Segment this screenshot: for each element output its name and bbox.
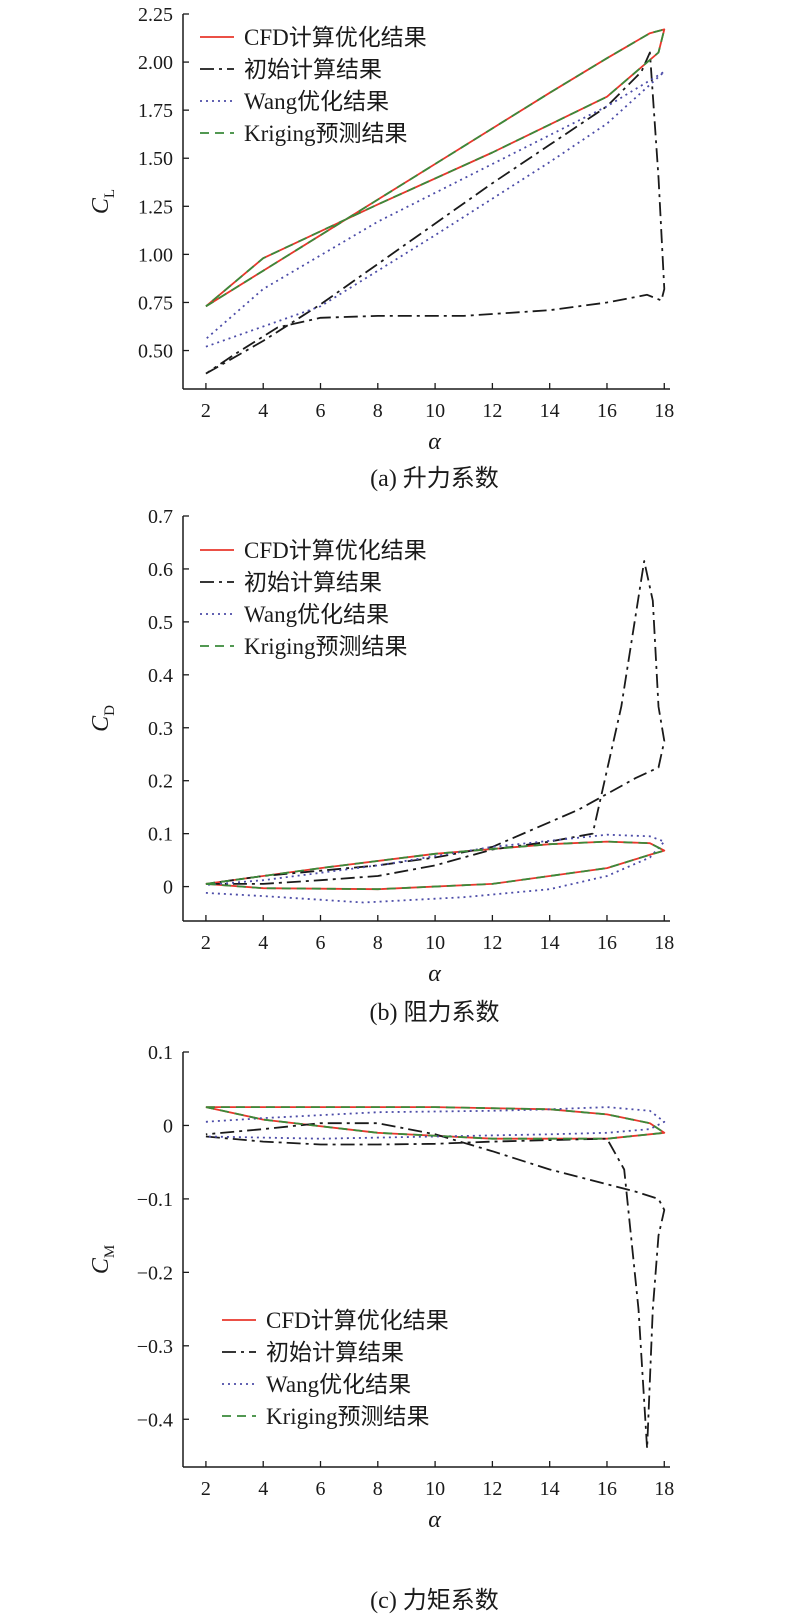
y-tick-label: 0 <box>163 1115 173 1137</box>
x-tick-label: 6 <box>316 1478 326 1500</box>
y-tick-label: −0.4 <box>137 1409 173 1431</box>
legend-entry: 初始计算结果 <box>244 570 382 595</box>
series-line-1 <box>205 1122 666 1450</box>
x-tick-label: 12 <box>482 400 502 422</box>
y-tick-label: 2.25 <box>138 4 173 26</box>
x-tick-label: 18 <box>654 932 674 954</box>
x-tick-label: 4 <box>258 932 268 954</box>
x-tick-label: 18 <box>654 1478 674 1500</box>
series-line-3 <box>205 1106 666 1140</box>
y-axis-label-subscript: D <box>102 705 118 716</box>
y-tick-label: 1.25 <box>138 196 173 218</box>
x-tick-label: 8 <box>373 400 383 422</box>
legend-entry: Kriging预测结果 <box>244 634 408 659</box>
panel-caption: (c) 力矩系数 <box>370 1587 499 1614</box>
y-tick-label: 0.4 <box>148 665 173 687</box>
panel-caption: (b) 阻力系数 <box>370 999 500 1026</box>
series-line-0 <box>205 840 666 891</box>
y-tick-label: 1.50 <box>138 148 173 170</box>
x-axis-label: α <box>428 961 441 987</box>
y-tick-label: 2.00 <box>138 52 173 74</box>
y-axis-label-subscript: M <box>102 1245 118 1258</box>
x-tick-label: 6 <box>316 400 326 422</box>
x-tick-label: 2 <box>201 932 211 954</box>
y-tick-label: 0.2 <box>148 771 173 793</box>
x-axis-label: α <box>428 429 441 455</box>
y-tick-label: −0.2 <box>137 1262 173 1284</box>
x-tick-label: 14 <box>540 932 560 954</box>
series-line-1 <box>205 51 666 375</box>
x-tick-label: 16 <box>597 932 617 954</box>
legend-entry: Wang优化结果 <box>244 602 389 627</box>
x-axis-label: α <box>428 1507 441 1533</box>
x-tick-label: 14 <box>540 1478 560 1500</box>
panel-caption: (a) 升力系数 <box>370 465 499 492</box>
legend-entry: CFD计算优化结果 <box>244 538 427 563</box>
series-line-0 <box>205 28 666 308</box>
x-tick-label: 16 <box>597 1478 617 1500</box>
y-axis-label: CL <box>88 189 118 214</box>
y-axis-label: CD <box>88 705 118 732</box>
x-tick-label: 10 <box>425 1478 445 1500</box>
y-tick-label: 0.5 <box>148 612 173 634</box>
x-tick-label: 14 <box>540 400 560 422</box>
series-line-1 <box>205 560 666 885</box>
x-tick-label: 12 <box>482 1478 502 1500</box>
x-tick-label: 6 <box>316 932 326 954</box>
y-tick-label: 1.00 <box>138 244 173 266</box>
y-tick-label: 1.75 <box>138 100 173 122</box>
y-tick-label: 0.6 <box>148 559 173 581</box>
y-tick-label: −0.3 <box>137 1336 173 1358</box>
chart-panel-c: 2 4 6 8 10 12 14 16 18 0.1 0 −0.1 −0.2 −0.3 −0.4 α CM CFD… <box>88 1042 674 1614</box>
series-line-2 <box>205 70 666 348</box>
legend-entry: CFD计算优化结果 <box>244 25 427 50</box>
x-tick-label: 2 <box>201 1478 211 1500</box>
legend-entry: 初始计算结果 <box>244 57 382 82</box>
x-tick-label: 8 <box>373 1478 383 1500</box>
x-tick-label: 10 <box>425 932 445 954</box>
legend-entry: Kriging预测结果 <box>244 121 408 146</box>
y-tick-label: 0.1 <box>148 1042 173 1064</box>
legend-entry: 初始计算结果 <box>266 1340 404 1365</box>
y-tick-label: −0.1 <box>137 1189 173 1211</box>
chart-panel-a: 2 4 6 8 10 12 14 16 18 0.50 0.75 1.00 1.25 1.50 1.75 2.… <box>88 4 674 492</box>
y-tick-label: 0 <box>163 877 173 899</box>
x-tick-label: 8 <box>373 932 383 954</box>
x-tick-label: 12 <box>482 932 502 954</box>
series-line-2 <box>205 833 666 904</box>
legend-entry: Kriging预测结果 <box>266 1404 430 1429</box>
x-tick-label: 18 <box>654 400 674 422</box>
y-tick-label: 0.75 <box>138 292 173 314</box>
x-tick-label: 16 <box>597 400 617 422</box>
x-tick-label: 4 <box>258 400 268 422</box>
x-tick-label: 10 <box>425 400 445 422</box>
y-axis-label-subscript: L <box>102 189 118 198</box>
y-tick-label: 0.3 <box>148 718 173 740</box>
series-line-3 <box>205 840 666 891</box>
legend-entry: Wang优化结果 <box>266 1372 411 1397</box>
y-axis-label: CM <box>88 1245 118 1274</box>
legend-entry: CFD计算优化结果 <box>266 1308 449 1333</box>
y-tick-label: 0.1 <box>148 824 173 846</box>
y-tick-label: 0.50 <box>138 341 173 363</box>
chart-panel-b: 2 4 6 8 10 12 14 16 18 0 0.1 0.2 0.3 0.4 0.5 0.6 0.7 α CD C… <box>88 506 674 1026</box>
x-tick-label: 2 <box>201 400 211 422</box>
x-tick-label: 4 <box>258 1478 268 1500</box>
legend-entry: Wang优化结果 <box>244 89 389 114</box>
y-tick-label: 0.7 <box>148 506 173 528</box>
